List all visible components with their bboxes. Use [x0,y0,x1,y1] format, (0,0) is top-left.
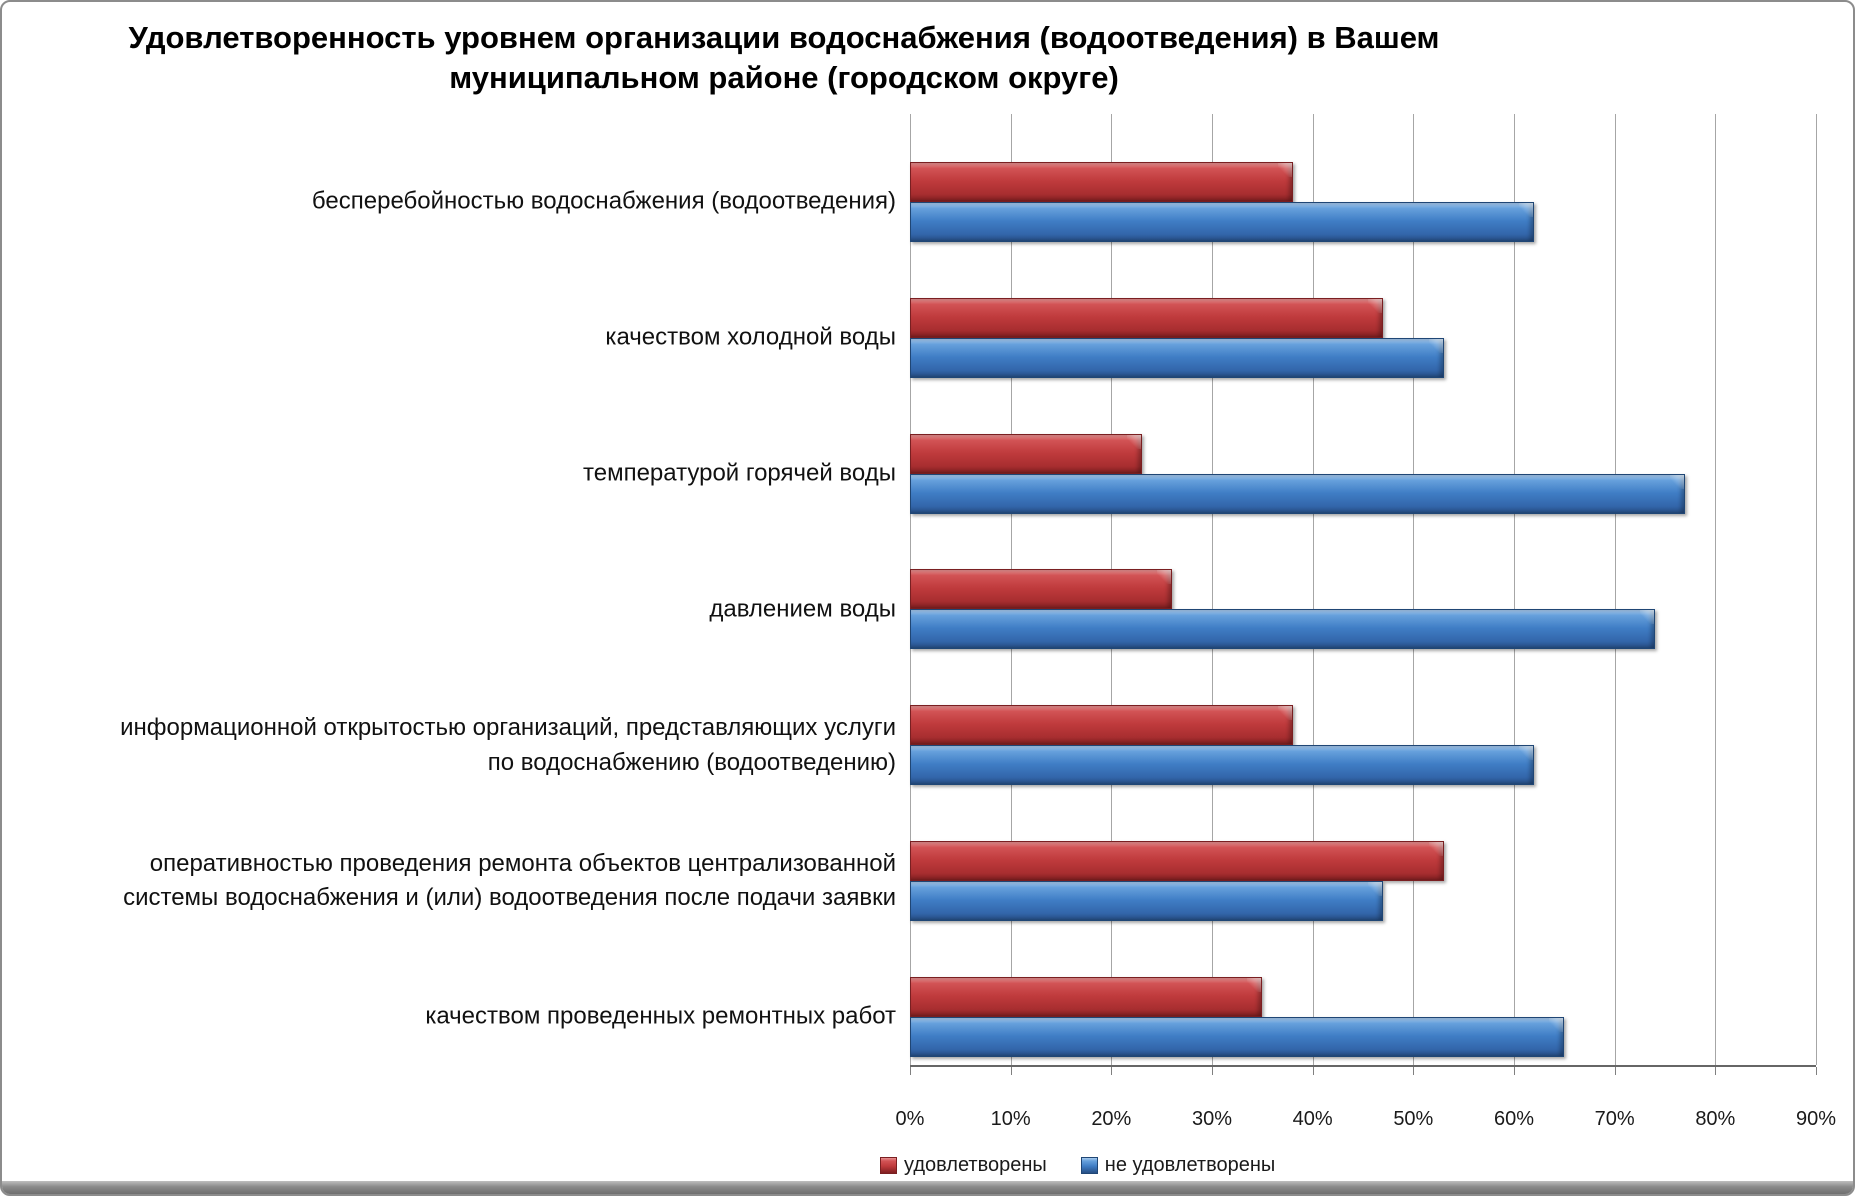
x-axis-tick-label: 0% [895,1108,925,1130]
bar-group [910,569,1816,657]
legend-item: удовлетворены [880,1154,1047,1177]
legend-label: удовлетворены [904,1154,1047,1176]
axis-tick [1614,1067,1616,1075]
bar-group [910,433,1816,522]
gridline [1413,114,1415,1065]
axis-tick [1413,1067,1415,1075]
x-axis-tick-label: 90% [1795,1108,1837,1130]
bar-unsatisfied [910,609,1655,650]
x-axis-tick-label: 40% [1292,1108,1333,1130]
bar-group [910,297,1816,386]
legend-label: не удовлетворены [1104,1154,1276,1176]
category-label: оперативностью проведения ремонта объект… [123,849,896,912]
gridline [1614,114,1616,1065]
chart-row: температурой горячей воды [2,386,1816,522]
gridline [1211,114,1213,1065]
x-axis-ticks [910,1067,1817,1075]
bar-satisfied [910,297,1384,338]
chart-row: оперативностью проведения ремонта объект… [2,793,1816,929]
bar-group [910,841,1816,929]
legend-marker-unsatisfied [1080,1157,1098,1174]
category-label: температурой горячей воды [583,459,896,487]
gridline [1715,114,1717,1065]
gridline [1816,114,1817,1065]
bar-group [910,161,1816,250]
axis-tick [1111,1067,1113,1075]
chart-row: качеством холодной воды [2,250,1816,386]
category-label: информационной открытостью организаций, … [120,713,896,776]
x-axis-tick-label: 10% [990,1108,1031,1130]
category-label: бесперебойностью водоснабжения (водоотве… [311,187,896,215]
bar-satisfied [910,977,1263,1018]
bar-unsatisfied [910,881,1384,922]
x-axis-tick-label: 70% [1594,1108,1635,1130]
x-axis-tick-label: 80% [1695,1108,1736,1130]
bar-unsatisfied [910,1017,1565,1058]
category-label: качеством холодной воды [605,323,896,351]
axis-tick [1715,1067,1717,1075]
bar-unsatisfied [910,745,1535,786]
bar-unsatisfied [910,473,1686,514]
bar-group [910,977,1816,1065]
legend-marker-satisfied [880,1157,897,1174]
chart-title: Удовлетворенность уровнем организации во… [128,20,1440,96]
axis-tick [1312,1067,1314,1075]
bar-satisfied [910,705,1293,746]
category-label: давлением воды [709,595,896,623]
legend-item: не удовлетворены [1080,1154,1276,1177]
chart-rows: бесперебойностью водоснабжения (водоотве… [2,114,1816,1065]
bar-unsatisfied [910,337,1444,378]
axis-tick [1816,1067,1817,1075]
x-axis-tick-label: 50% [1393,1108,1434,1130]
gridline [1312,114,1314,1065]
axis-tick [1010,1067,1012,1075]
bar-satisfied [910,161,1293,202]
bar-satisfied [910,433,1142,474]
chart-row: давлением воды [2,522,1816,658]
bar-unsatisfied [910,201,1535,242]
bar-group [910,705,1816,793]
category-label: качеством проведенных ремонтных работ [425,1002,896,1030]
x-axis-tick-label: 20% [1091,1108,1132,1130]
axis-tick [1513,1067,1515,1075]
bar-satisfied [910,841,1444,882]
axis-tick [910,1067,911,1075]
chart-row: информационной открытостью организаций, … [2,657,1816,793]
legend: удовлетворены не удовлетворены [880,1154,1275,1177]
gridline [1513,114,1515,1065]
chart-row: бесперебойностью водоснабжения (водоотве… [2,114,1816,250]
bar-satisfied [910,569,1172,610]
x-axis-tick-label: 30% [1191,1108,1232,1130]
bottom-strip [2,1181,1853,1194]
x-axis-tick-label: 60% [1493,1108,1534,1130]
axis-tick [1211,1067,1213,1075]
x-axis-tick-labels: 0% 10% 20% 30% 40% 50% 60% 70% 80% 90% [896,1108,1836,1132]
chart-row: качеством проведенных ремонтных работ [2,929,1816,1065]
